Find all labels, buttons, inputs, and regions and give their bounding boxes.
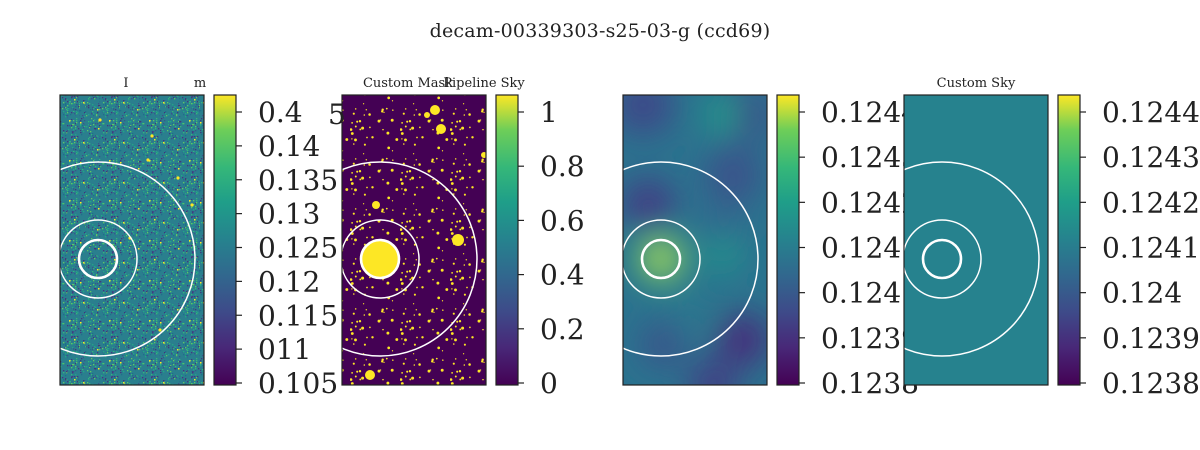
colorbar-tick-label: 1 <box>540 96 558 129</box>
colorbar-tick-label: 0.115 <box>258 299 338 332</box>
colorbar-tick-label: 0.1239 <box>1102 322 1200 355</box>
colorbar-tick-label: 0.135 <box>258 164 338 197</box>
panel-image <box>60 95 204 385</box>
colorbar-tick-label: 0.12 <box>258 265 320 298</box>
colorbar-tick-label: 0.4 <box>540 259 585 292</box>
colorbar-tick-label: 011 <box>258 333 311 366</box>
colorbar-tick-label: 0.105 <box>258 367 338 400</box>
panel-frame <box>903 94 1049 386</box>
colorbar-tick-label: 0.13 <box>258 198 320 231</box>
panel-3: 0.1244 0.1243 0.1242 0.1241 0.124 0.1239 0.123… <box>622 94 919 400</box>
colorbar-tick-label: 0.124 <box>821 277 901 310</box>
colorbar-tick-label: 0.1239 <box>821 322 919 355</box>
colorbar-tick-label: 0.1238 <box>1102 367 1200 400</box>
figure-title: decam-00339303-s25-03-g (ccd69) <box>429 20 771 42</box>
panel-image <box>342 95 486 385</box>
colorbar-tick-label: 0.1243 <box>821 141 919 174</box>
colorbar-tick-label: 0.1241 <box>821 232 919 265</box>
panel-frame <box>622 94 768 386</box>
colorbar: 0.1244 0.1243 0.1242 0.1241 0.124 0.1239 0.123… <box>1057 94 1200 400</box>
panel-title: I <box>123 76 128 91</box>
panel-title: Custom Mask <box>363 76 453 91</box>
panel-title: Custom Sky <box>937 76 1016 91</box>
colorbar-tick-label: 0.1238 <box>821 367 919 400</box>
colorbar: 0.1244 0.1243 0.1242 0.1241 0.124 0.1239 0.123… <box>776 94 919 400</box>
colorbar-tick-label: 0.6 <box>540 204 585 237</box>
panel-title: m <box>194 76 206 91</box>
colorbar: 1 0.8 0.6 0.4 0.2 0 <box>495 94 585 400</box>
colorbar-tick-label: 0.1242 <box>821 186 919 219</box>
colorbar-tick-label: 0.1244 <box>1102 96 1200 129</box>
colorbar-tick-label: 0.124 <box>1102 277 1182 310</box>
colorbar-tick-label: 0.125 <box>258 232 338 265</box>
colorbar-tick-label: 0.1241 <box>1102 232 1200 265</box>
panel-image <box>904 95 1048 385</box>
panel-frame <box>341 94 487 386</box>
panel-title: Pipeline Sky <box>443 76 525 91</box>
colorbar-tick-label: 0.8 <box>540 150 585 183</box>
colorbar-tick-label: 0.1243 <box>1102 141 1200 174</box>
colorbar-tick-label: 0.1244 <box>821 96 919 129</box>
colorbar-tick-label: 0 <box>540 367 558 400</box>
panel-side-text: 5 <box>328 98 346 131</box>
colorbar-tick-label: 0.2 <box>540 313 585 346</box>
colorbar-tick-label: 0.1242 <box>1102 186 1200 219</box>
panel-image <box>623 95 767 385</box>
panel-4: Custom Sky0.12440.12430.12420.12410.1240… <box>903 76 1200 400</box>
colorbar-tick-label: 0.14 <box>258 130 320 163</box>
panel-frame <box>59 94 205 386</box>
colorbar-tick-label: 0.4 <box>258 96 303 129</box>
